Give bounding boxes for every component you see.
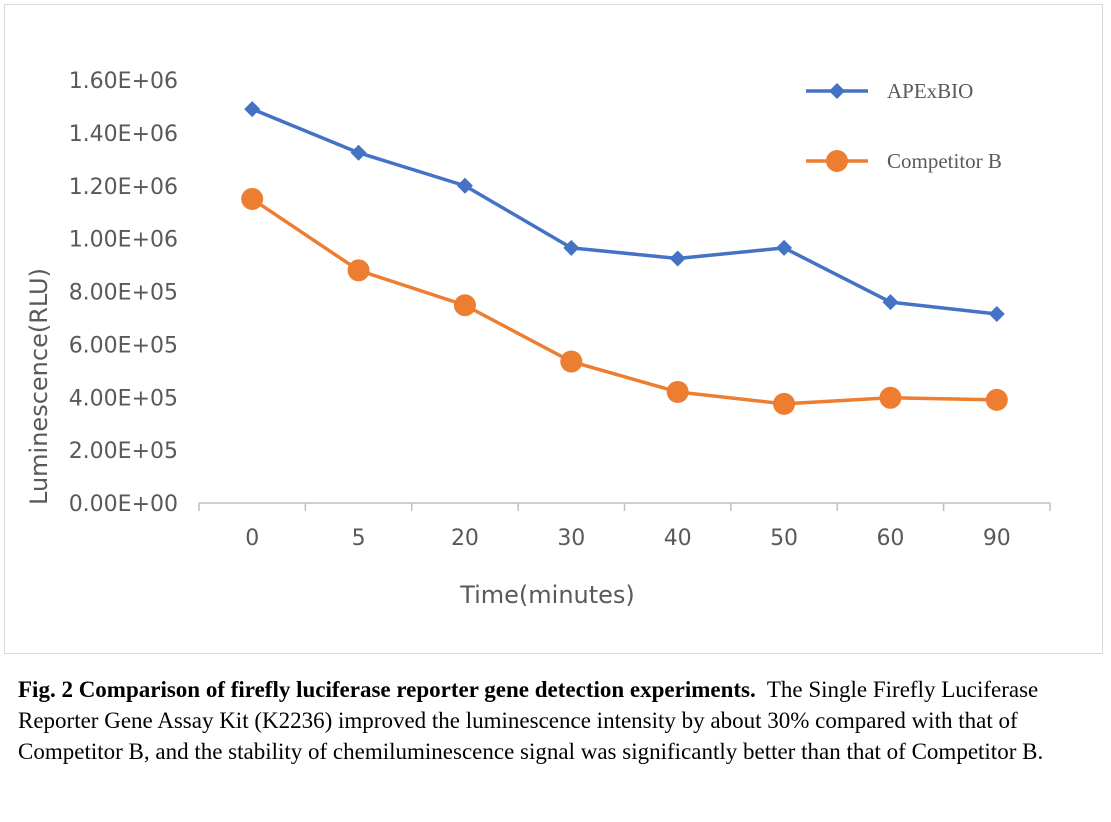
y-tick-label: 0.00E+00 bbox=[69, 492, 178, 517]
series-line bbox=[251, 107, 998, 316]
legend-label: APExBIO bbox=[887, 79, 973, 103]
x-tick-label: 0 bbox=[245, 526, 259, 551]
legend-label: Competitor B bbox=[887, 149, 1002, 173]
x-tick-label: 40 bbox=[664, 526, 692, 551]
data-point-marker bbox=[776, 239, 793, 256]
x-tick-label: 20 bbox=[451, 526, 479, 551]
figure-caption: Fig. 2 Comparison of firefly luciferase … bbox=[18, 674, 1078, 767]
x-tick-label: 60 bbox=[876, 526, 904, 551]
y-tick-label: 2.00E+05 bbox=[69, 439, 178, 464]
y-axis-title: Luminescence(RLU) bbox=[25, 268, 53, 505]
data-point-marker bbox=[879, 386, 902, 409]
y-tick-label: 8.00E+05 bbox=[69, 281, 178, 306]
series-line bbox=[251, 197, 997, 406]
x-tick-label: 50 bbox=[770, 526, 798, 551]
data-point-marker bbox=[988, 305, 1005, 322]
y-tick-label: 1.00E+06 bbox=[69, 228, 178, 253]
data-point-marker bbox=[666, 380, 689, 403]
data-point-marker bbox=[882, 294, 899, 311]
legend-marker bbox=[829, 83, 845, 99]
data-point-marker bbox=[985, 388, 1008, 411]
data-point-marker bbox=[453, 294, 476, 317]
chart-area bbox=[4, 4, 1103, 654]
legend-marker bbox=[826, 150, 848, 172]
data-point-marker bbox=[669, 250, 686, 267]
x-tick-label: 30 bbox=[557, 526, 585, 551]
data-point-marker bbox=[244, 101, 261, 118]
data-point-marker bbox=[241, 187, 264, 210]
caption-body: The Single Firefly Luciferase Reporter G… bbox=[18, 677, 1044, 764]
data-point-marker bbox=[563, 239, 580, 256]
data-point-marker bbox=[773, 392, 796, 415]
data-point-marker bbox=[347, 259, 370, 282]
data-point-marker bbox=[350, 144, 367, 161]
x-tick-label: 5 bbox=[352, 526, 366, 551]
y-tick-label: 6.00E+05 bbox=[69, 333, 178, 358]
x-axis-title: Time(minutes) bbox=[459, 581, 635, 609]
data-point-marker bbox=[456, 177, 473, 194]
y-tick-label: 4.00E+05 bbox=[69, 386, 178, 411]
caption-title: Fig. 2 Comparison of firefly luciferase … bbox=[18, 677, 756, 702]
data-point-marker bbox=[560, 350, 583, 373]
y-tick-label: 1.60E+06 bbox=[69, 69, 178, 94]
x-tick-label: 90 bbox=[983, 526, 1011, 551]
y-tick-label: 1.40E+06 bbox=[69, 122, 178, 147]
line-chart: 0 5 20 30 40 50 60 90 0.00E+00 2.00E+05 4.00E+05 6.… bbox=[25, 69, 1051, 609]
y-tick-label: 1.20E+06 bbox=[69, 175, 178, 200]
